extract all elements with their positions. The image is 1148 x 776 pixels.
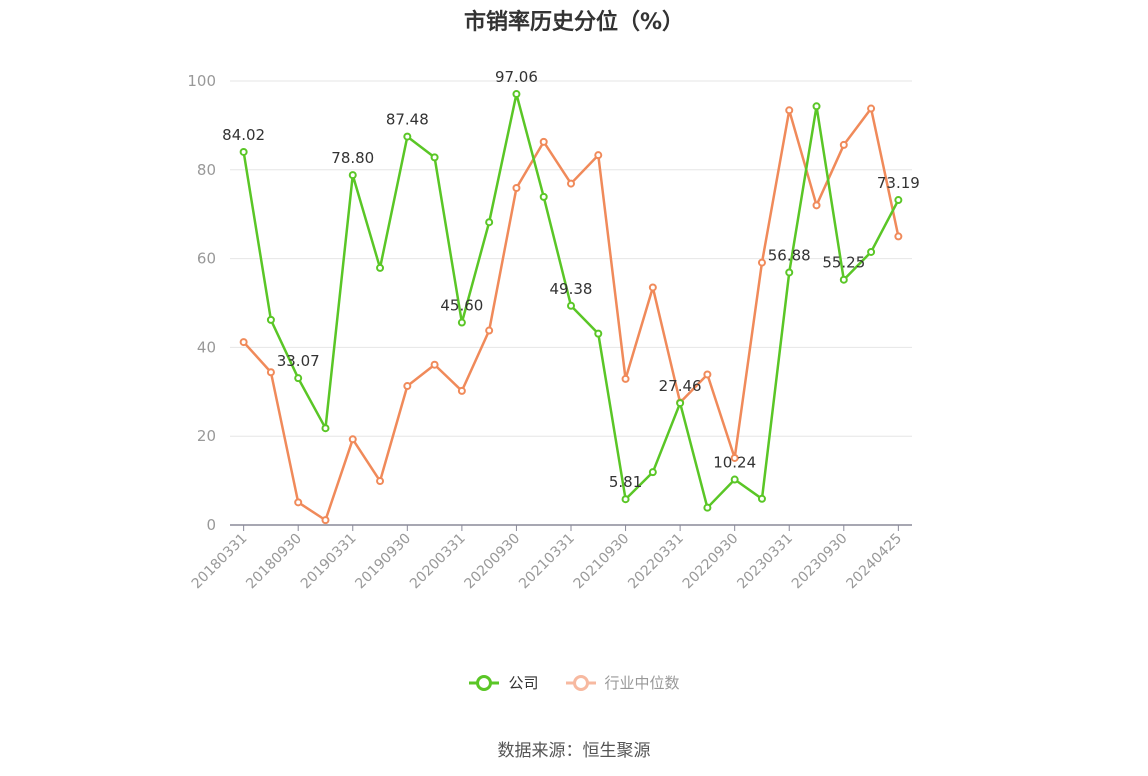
- company-point: [621, 495, 630, 504]
- company-point: [348, 171, 357, 180]
- company-point: [294, 374, 303, 383]
- industry-point: [376, 477, 385, 486]
- company-point: [594, 329, 603, 338]
- x-tick-label: 20180331: [189, 531, 251, 593]
- data-label: 78.80: [331, 149, 374, 167]
- industry-point: [457, 386, 466, 395]
- data-label: 5.81: [609, 473, 642, 491]
- x-tick-label: 20180930: [243, 531, 305, 593]
- industry-point: [430, 360, 439, 369]
- industry-point: [403, 382, 412, 391]
- legend-industry-label: 行业中位数: [604, 674, 680, 692]
- x-tick-label: 20220930: [680, 531, 742, 593]
- industry-point: [512, 184, 521, 193]
- industry-point: [321, 516, 330, 525]
- company-point: [894, 196, 903, 205]
- source-note: 数据来源：恒生聚源: [497, 741, 651, 761]
- y-tick-label: 60: [197, 250, 216, 268]
- company-point: [376, 263, 385, 272]
- company-point: [403, 132, 412, 141]
- y-tick-label: 40: [197, 338, 216, 356]
- data-label: 45.60: [440, 297, 483, 315]
- industry-point: [348, 435, 357, 444]
- x-tick-label: 20200331: [407, 531, 469, 593]
- company-point: [457, 318, 466, 327]
- chart-title: 市销率历史分位（%）: [463, 10, 685, 35]
- x-tick-label: 20190930: [352, 531, 414, 593]
- legend: 公司 行业中位数: [0, 672, 1148, 693]
- data-label: 97.06: [495, 68, 538, 86]
- x-tick-label: 20230930: [789, 531, 851, 593]
- industry-point: [621, 374, 630, 383]
- x-tick-label: 20210331: [516, 531, 578, 593]
- company-point: [648, 468, 657, 477]
- x-tick-label: 20210930: [571, 531, 633, 593]
- x-tick-label: 20190331: [298, 531, 360, 593]
- industry-point: [785, 106, 794, 115]
- industry-point: [266, 368, 275, 377]
- industry-point: [539, 137, 548, 146]
- industry-series: [239, 104, 903, 525]
- x-tick-label: 20230331: [734, 531, 796, 593]
- industry-point: [703, 370, 712, 379]
- industry-point: [839, 140, 848, 149]
- data-label: 55.25: [822, 254, 865, 272]
- legend-company-label: 公司: [508, 674, 539, 692]
- data-label: 27.46: [659, 377, 702, 395]
- industry-point: [812, 201, 821, 210]
- x-tick-label: 20220331: [625, 531, 687, 593]
- company-point: [812, 102, 821, 111]
- company-point: [512, 90, 521, 99]
- y-tick-label: 0: [206, 516, 216, 534]
- company-point: [239, 147, 248, 156]
- industry-point: [485, 326, 494, 335]
- industry-point: [594, 151, 603, 160]
- legend-item-industry[interactable]: 行业中位数: [565, 672, 680, 693]
- data-label: 73.19: [877, 174, 920, 192]
- y-tick-label: 20: [197, 427, 216, 445]
- company-series: [239, 90, 903, 512]
- company-point: [867, 247, 876, 256]
- industry-point: [239, 338, 248, 347]
- y-tick-label: 80: [197, 161, 216, 179]
- legend-company-swatch: [469, 674, 500, 691]
- company-point: [730, 475, 739, 484]
- company-point: [430, 153, 439, 162]
- x-tick-label: 20200930: [462, 531, 524, 593]
- company-point: [757, 494, 766, 503]
- industry-point: [894, 232, 903, 241]
- data-label: 10.24: [713, 454, 756, 472]
- legend-item-company[interactable]: 公司: [468, 672, 539, 693]
- data-labels: 84.02 33.07 78.80 87.48 45.60 97.06 49.38 5.81 2…: [222, 68, 920, 491]
- company-point: [839, 275, 848, 284]
- industry-point: [757, 258, 766, 267]
- company-point: [266, 315, 275, 324]
- industry-point: [730, 453, 739, 462]
- company-point: [539, 192, 548, 201]
- company-point: [703, 503, 712, 512]
- data-label: 87.48: [386, 111, 429, 129]
- company-point: [485, 218, 494, 227]
- y-tick-label: 100: [187, 72, 216, 90]
- company-point: [567, 301, 575, 310]
- industry-point: [294, 498, 303, 507]
- data-label: 56.88: [768, 246, 811, 264]
- x-tick-label: 20240425: [843, 531, 905, 593]
- company-point: [321, 424, 330, 433]
- industry-point: [567, 179, 575, 188]
- company-point: [676, 399, 685, 408]
- industry-point: [648, 283, 657, 292]
- data-label: 49.38: [550, 280, 593, 298]
- company-point: [785, 268, 794, 277]
- industry-point: [867, 104, 876, 113]
- legend-industry-swatch: [565, 674, 596, 691]
- data-label: 84.02: [222, 126, 265, 144]
- data-label: 33.07: [277, 352, 320, 370]
